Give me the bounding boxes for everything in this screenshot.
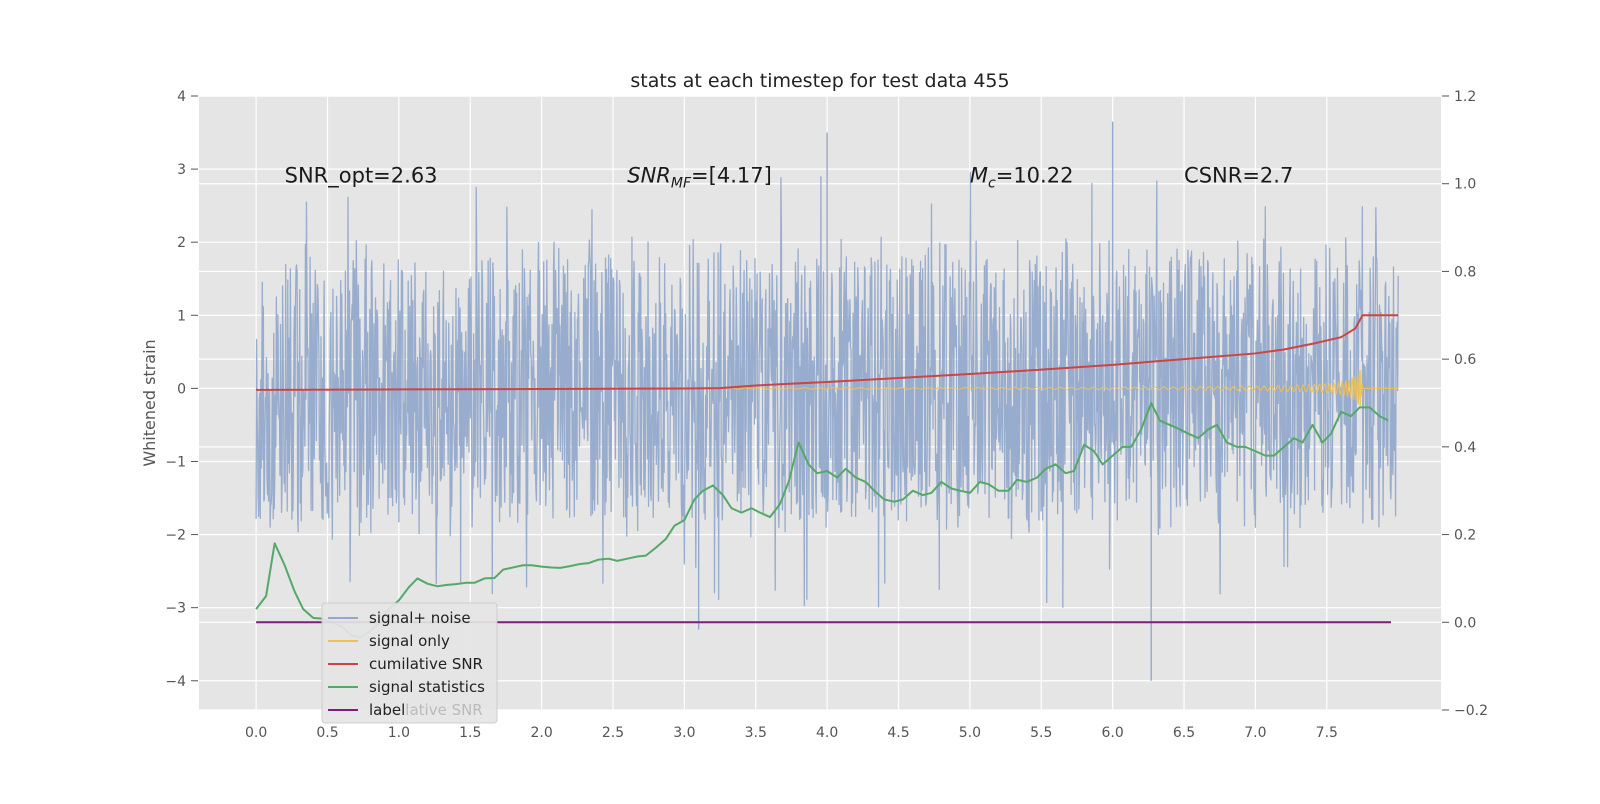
- x-tick-label: 4.5: [887, 725, 909, 741]
- y-tick-label-right: 0.2: [1454, 528, 1476, 544]
- legend-box: [321, 602, 498, 724]
- x-tick-label: 0.0: [245, 725, 267, 741]
- series-signal-statistics: [255, 402, 1389, 639]
- y-tick-label-right: 0.4: [1454, 440, 1476, 456]
- legend-label: cumilative SNR: [369, 655, 483, 673]
- y-tick-label-right: 0.6: [1454, 352, 1476, 368]
- annotation-text: CSNR=2.7: [1184, 163, 1293, 187]
- annotation-text: SNRMF=[4.17]: [627, 163, 772, 191]
- y-tick-label-left: −3: [165, 601, 186, 617]
- legend-label: signal only: [369, 632, 450, 650]
- x-tick-label: 0.5: [316, 725, 338, 741]
- x-tick-label: 1.5: [459, 725, 481, 741]
- y-tick-label-left: −4: [165, 674, 186, 690]
- x-tick-label: 2.0: [530, 725, 552, 741]
- y-tick-label-right: 1.2: [1454, 89, 1476, 105]
- y-tick-label-left: −1: [165, 454, 186, 470]
- annotations: SNR_opt=2.63 SNRMF=[4.17] Mc=10.22 CSNR=2.7: [285, 163, 1294, 191]
- y-tick-label-left: 3: [177, 162, 186, 178]
- legend-label: labellative SNR: [369, 701, 483, 719]
- x-tick-label: 1.0: [388, 725, 410, 741]
- y-tick-label-right: 1.0: [1454, 177, 1476, 193]
- legend-label: signal+ noise: [369, 609, 471, 627]
- legend: signal+ noise signal only cumilative SNR si…: [321, 602, 498, 724]
- x-tick-label: 3.5: [745, 725, 767, 741]
- x-tick-label: 2.5: [602, 725, 624, 741]
- y-tick-label-left: 0: [177, 381, 186, 397]
- chart-title: stats at each timestep for test data 455: [630, 70, 1009, 92]
- y-tick-label-right: 0.0: [1454, 615, 1476, 631]
- x-tick-label: 6.0: [1102, 725, 1124, 741]
- x-tick-label: 7.0: [1244, 725, 1266, 741]
- tick-labels: 0.0 0.5 1.0 1.5 2.0 2.5 3.0 3.5 4.0 4.5 5.0 5.5 6.0 6…: [165, 89, 1488, 741]
- y-tick-label-right: 0.8: [1454, 264, 1476, 280]
- y-tick-label-left: 4: [177, 89, 186, 105]
- series-signal-noise: [255, 171, 1399, 608]
- legend-label: signal statistics: [369, 678, 485, 696]
- legend-ghost-text: lative SNR: [405, 701, 482, 719]
- x-tick-label: 7.5: [1316, 725, 1338, 741]
- y-tick-label-left: 2: [177, 235, 186, 251]
- x-tick-label: 6.5: [1173, 725, 1195, 741]
- series-signal-only: [727, 369, 1399, 406]
- series-layer: [255, 121, 1399, 681]
- annotation-text: SNR_opt=2.63: [285, 163, 438, 188]
- series-cumilative-snr: [256, 314, 1399, 391]
- x-tick-label: 5.5: [1030, 725, 1052, 741]
- y-tick-label-right: −0.2: [1454, 703, 1488, 719]
- y-tick-label-left: −2: [165, 528, 186, 544]
- y-axis-label: Whitened strain: [140, 339, 159, 466]
- annotation-text: Mc=10.22: [970, 163, 1074, 191]
- x-tick-label: 4.0: [816, 725, 838, 741]
- y-tick-label-left: 1: [177, 308, 186, 324]
- x-tick-label: 5.0: [959, 725, 981, 741]
- x-tick-label: 3.0: [673, 725, 695, 741]
